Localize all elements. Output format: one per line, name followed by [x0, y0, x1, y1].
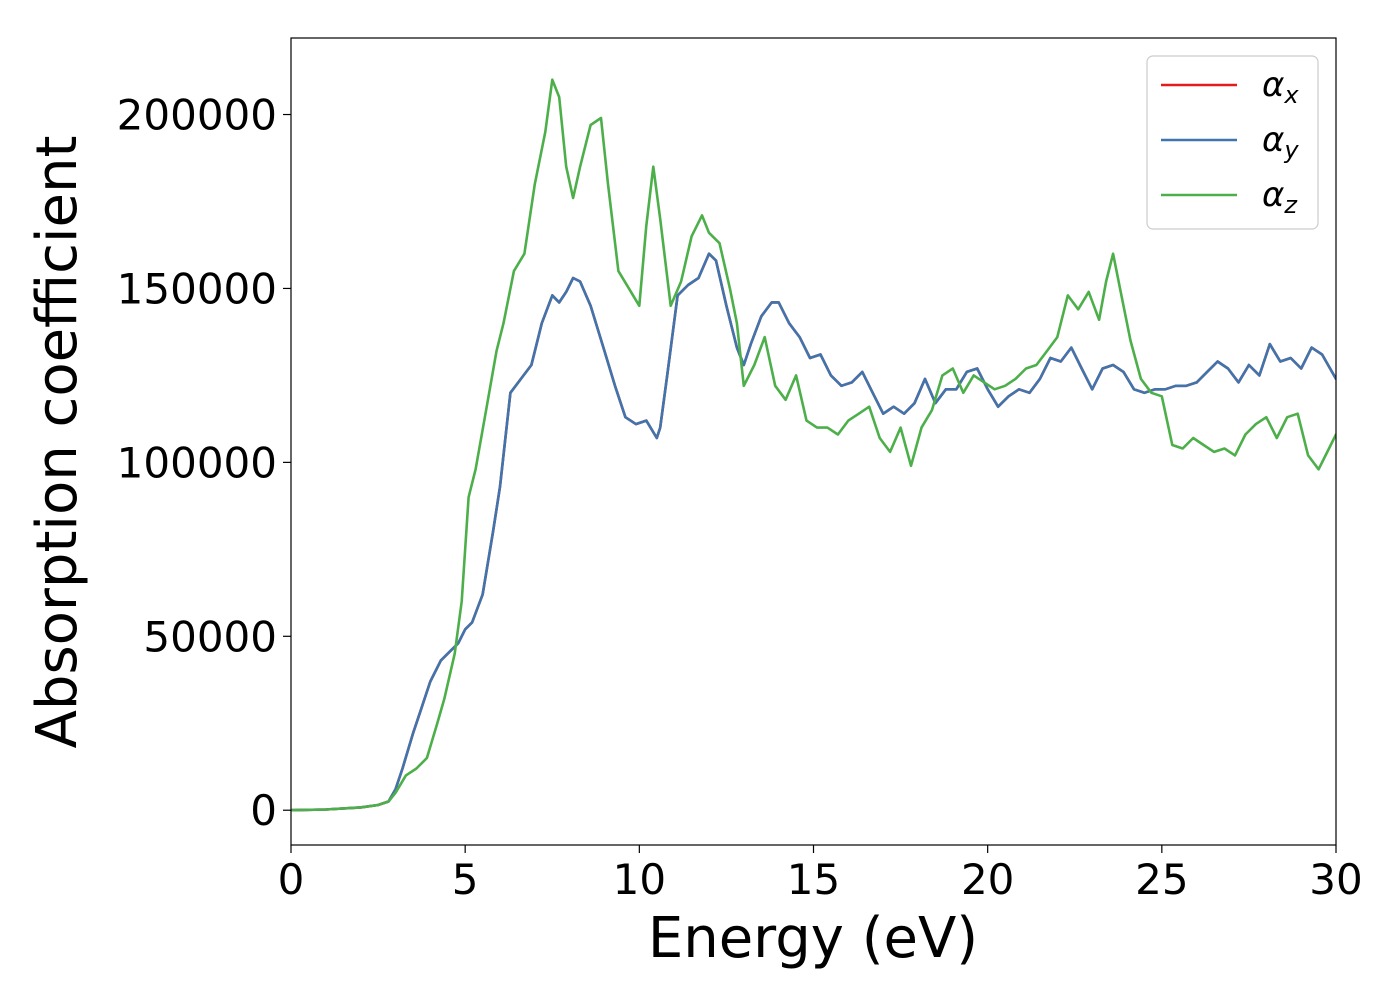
y-axis-label: Absorption coefficient — [25, 136, 90, 749]
series-line-alpha-y — [291, 252, 1336, 812]
x-tick-label: 10 — [613, 855, 666, 904]
x-tick-label: 0 — [278, 855, 305, 904]
series-layer — [291, 78, 1336, 812]
x-axis-label: Energy (eV) — [648, 906, 978, 971]
x-tick-label: 20 — [961, 855, 1014, 904]
x-tick-label: 5 — [452, 855, 479, 904]
y-tick-label: 150000 — [117, 264, 277, 313]
series-line-alpha-z — [291, 78, 1336, 812]
x-tick-label: 30 — [1309, 855, 1362, 904]
x-axis: 0 5 10 15 20 25 30 — [278, 845, 1363, 904]
y-tick-label: 0 — [250, 786, 277, 835]
legend-label-alpha-z: αz — [1262, 175, 1298, 219]
legend-box — [1146, 55, 1319, 230]
series-line-alpha-x — [291, 252, 1336, 812]
x-tick-label: 15 — [787, 855, 840, 904]
legend-label-alpha-y: αy — [1262, 120, 1299, 164]
y-axis: 0 50000 100000 150000 200000 — [117, 91, 291, 835]
y-tick-label: 50000 — [143, 612, 277, 661]
y-tick-label: 200000 — [117, 91, 277, 140]
legend-label-alpha-x: αx — [1262, 65, 1299, 109]
x-tick-label: 25 — [1135, 855, 1188, 904]
y-tick-label: 100000 — [117, 438, 277, 487]
legend: αx αy αz — [1146, 55, 1319, 230]
